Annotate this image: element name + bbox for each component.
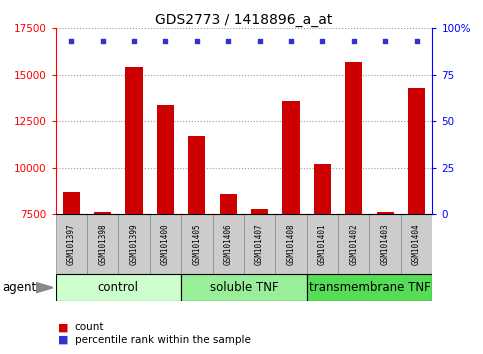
Bar [244,214,275,274]
Bar [408,88,425,214]
Bar [377,212,394,214]
Text: GSM101405: GSM101405 [192,223,201,265]
Point [68,39,75,44]
Text: GSM101401: GSM101401 [318,223,327,265]
Bar [275,214,307,274]
Bar [307,274,432,301]
Point [350,39,357,44]
Point [193,39,201,44]
Bar [401,214,432,274]
Point [287,39,295,44]
Bar [213,214,244,274]
Bar [87,214,118,274]
Bar [157,104,174,214]
Text: GSM101398: GSM101398 [98,223,107,265]
Text: percentile rank within the sample: percentile rank within the sample [75,335,251,345]
Bar [181,274,307,301]
Point [130,39,138,44]
Polygon shape [36,282,53,293]
Bar [251,209,268,214]
Bar [94,212,111,214]
Text: transmembrane TNF: transmembrane TNF [309,281,430,294]
Text: GSM101400: GSM101400 [161,223,170,265]
Text: ■: ■ [58,335,69,345]
Text: GSM101399: GSM101399 [129,223,139,265]
Bar [314,164,331,214]
Text: count: count [75,322,104,332]
Point [256,39,264,44]
Bar [63,192,80,214]
Text: GSM101408: GSM101408 [286,223,296,265]
Text: GSM101407: GSM101407 [255,223,264,265]
Bar [369,214,401,274]
Text: agent: agent [2,281,37,294]
Point [224,39,232,44]
Point [382,39,389,44]
Text: GSM101397: GSM101397 [67,223,76,265]
Bar [283,101,299,214]
Point [99,39,107,44]
Bar [220,194,237,214]
Text: GSM101402: GSM101402 [349,223,358,265]
Point [412,39,420,44]
Bar [150,214,181,274]
Bar [118,214,150,274]
Text: GSM101404: GSM101404 [412,223,421,265]
Bar [345,62,362,214]
Bar [181,214,213,274]
Bar [56,214,87,274]
Text: soluble TNF: soluble TNF [210,281,278,294]
Title: GDS2773 / 1418896_a_at: GDS2773 / 1418896_a_at [155,13,333,27]
Bar [338,214,369,274]
Point [161,39,170,44]
Bar [307,214,338,274]
Text: control: control [98,281,139,294]
Text: ■: ■ [58,322,69,332]
Text: GSM101406: GSM101406 [224,223,233,265]
Point [319,39,327,44]
Bar [188,136,205,214]
Bar [56,274,181,301]
Bar [126,67,142,214]
Text: GSM101403: GSM101403 [381,223,390,265]
